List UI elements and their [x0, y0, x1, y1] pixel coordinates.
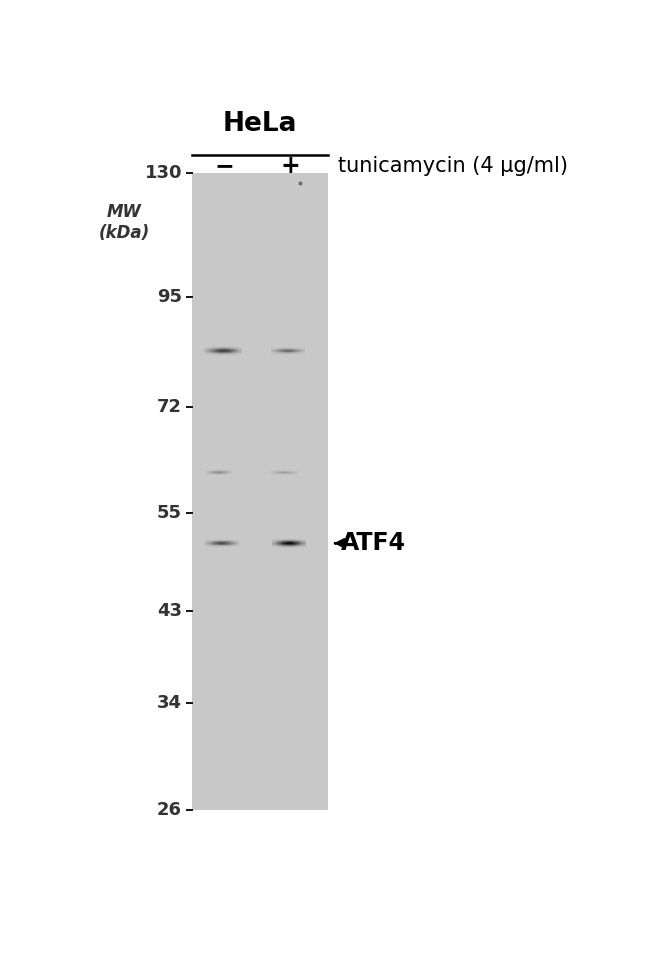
Bar [192, 174, 328, 810]
Text: 26: 26 [157, 800, 182, 818]
Text: ATF4: ATF4 [341, 531, 406, 555]
Text: 95: 95 [157, 288, 182, 307]
Text: 34: 34 [157, 694, 182, 712]
Text: +: + [280, 154, 300, 178]
Text: MW
(kDa): MW (kDa) [98, 202, 150, 242]
Text: tunicamycin (4 μg/ml): tunicamycin (4 μg/ml) [338, 156, 568, 176]
Text: 43: 43 [157, 602, 182, 620]
Text: 130: 130 [144, 164, 182, 182]
Text: HeLa: HeLa [223, 111, 297, 137]
Text: 72: 72 [157, 398, 182, 416]
Text: 55: 55 [157, 504, 182, 522]
Text: −: − [215, 154, 235, 178]
